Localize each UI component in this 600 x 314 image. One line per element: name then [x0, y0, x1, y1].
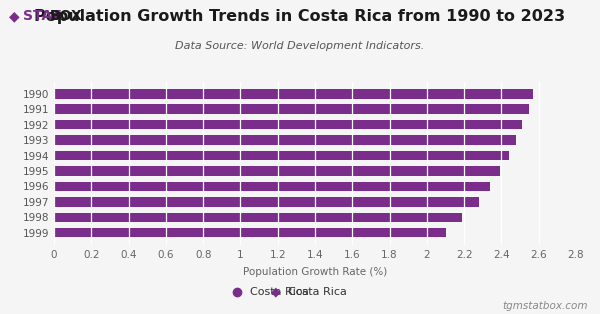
Text: Data Source: World Development Indicators.: Data Source: World Development Indicator… — [175, 41, 425, 51]
Text: Population Growth Trends in Costa Rica from 1990 to 2023: Population Growth Trends in Costa Rica f… — [34, 9, 566, 24]
Bar — [54, 228, 446, 237]
Bar — [54, 197, 479, 207]
Text: STAT: STAT — [23, 9, 61, 24]
Bar — [54, 120, 522, 129]
Text: ◆: ◆ — [271, 285, 281, 299]
Bar — [54, 166, 500, 176]
X-axis label: Population Growth Rate (%): Population Growth Rate (%) — [243, 267, 387, 277]
Bar — [54, 181, 490, 191]
Text: BOX: BOX — [50, 9, 83, 24]
Text: Costa Rica: Costa Rica — [250, 287, 308, 297]
Bar — [54, 105, 529, 114]
Text: tgmstatbox.com: tgmstatbox.com — [503, 301, 588, 311]
Bar — [54, 151, 509, 160]
Bar — [54, 89, 533, 99]
Text: Costa Rica: Costa Rica — [288, 287, 347, 297]
Bar — [54, 135, 517, 145]
Text: ◆: ◆ — [9, 9, 20, 24]
Bar — [54, 213, 462, 222]
